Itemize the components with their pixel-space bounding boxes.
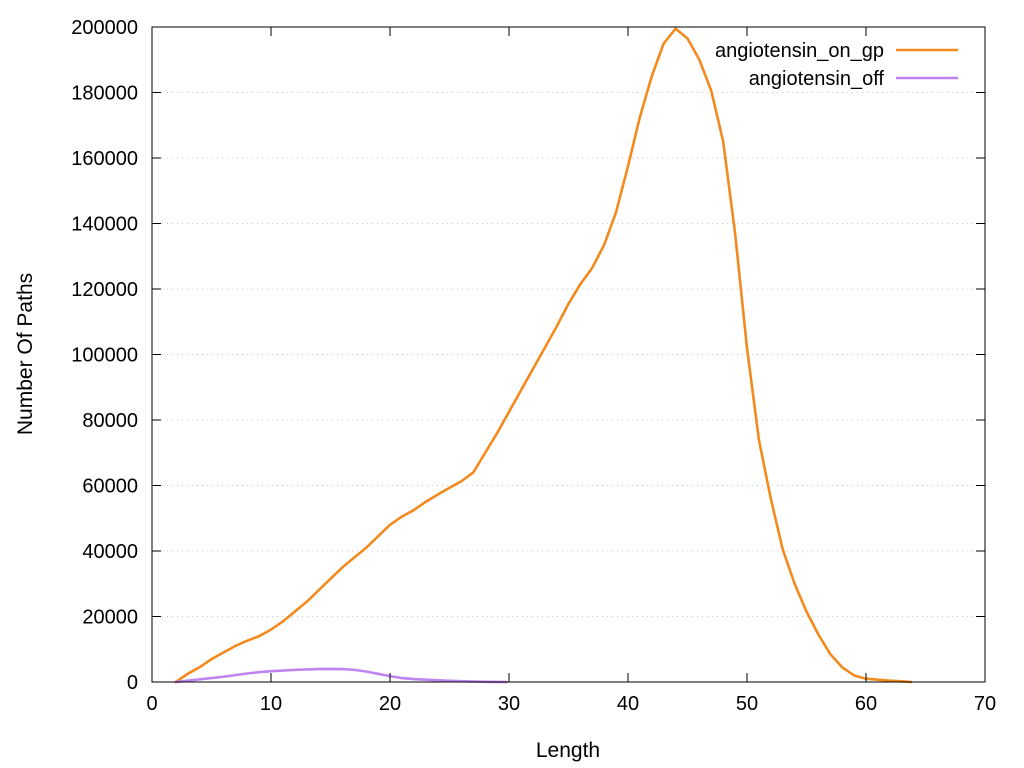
x-tick-label: 60 [855, 693, 877, 715]
x-tick-label: 40 [617, 693, 639, 715]
series-line-angiotensin_off [174, 667, 508, 684]
grid-lines [152, 92, 985, 617]
x-tick-label: 0 [146, 693, 157, 715]
plot-frame [151, 26, 986, 683]
y-tick-label: 20000 [82, 607, 138, 629]
y-tick-label: 140000 [71, 214, 138, 236]
series-line-angiotensin_on_gp [174, 27, 913, 684]
legend-label: angiotensin_off [749, 68, 885, 90]
y-tick-label: 180000 [71, 83, 138, 105]
y-tick-label: 100000 [71, 345, 138, 367]
x-tick-label: 50 [736, 693, 758, 715]
y-tick-label: 120000 [71, 279, 138, 301]
y-tick-label: 60000 [82, 476, 138, 498]
x-axis-title: Length [536, 739, 600, 762]
x-tick-label: 20 [379, 693, 401, 715]
x-tick-label: 70 [974, 693, 996, 715]
series-layer [174, 27, 913, 684]
legend-label: angiotensin_on_gp [715, 40, 884, 62]
x-tick-label: 10 [260, 693, 282, 715]
axis-ticks: 0 20000 40000 60000 80000 100000 120000 140000 1… [71, 17, 996, 715]
legend: angiotensin_on_gp angiotensin_off [715, 40, 958, 90]
y-tick-label: 40000 [82, 541, 138, 563]
y-tick-label: 160000 [71, 148, 138, 170]
y-tick-label: 0 [127, 672, 138, 694]
x-tick-label: 30 [498, 693, 520, 715]
y-tick-label: 80000 [82, 410, 138, 432]
y-axis-title: Number Of Paths [14, 273, 37, 435]
y-tick-label: 200000 [71, 17, 138, 39]
